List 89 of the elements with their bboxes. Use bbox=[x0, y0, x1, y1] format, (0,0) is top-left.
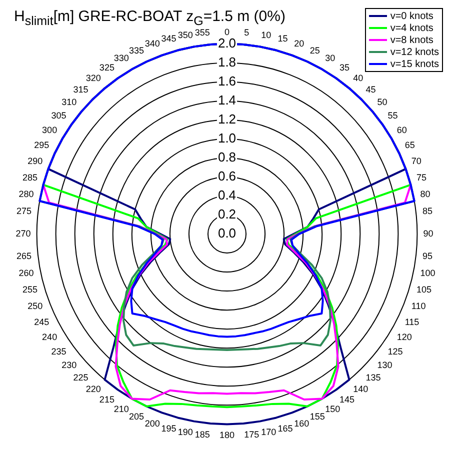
spoke-label: 80 bbox=[420, 189, 430, 200]
spoke-label: 255 bbox=[22, 284, 38, 295]
spoke-label: 330 bbox=[114, 53, 129, 64]
chart-title: H$_{slimit}$[m] GRE-RC-BOAT z$_{G}$=1.5 m (0%) bbox=[14, 8, 286, 28]
spoke-label: 170 bbox=[261, 427, 276, 438]
spoke-label: 30 bbox=[325, 53, 336, 64]
spoke-label: 110 bbox=[411, 300, 426, 311]
spoke-label: 300 bbox=[42, 124, 58, 135]
y-tick-label: 1.6 bbox=[218, 73, 236, 88]
spoke-label: 235 bbox=[51, 346, 66, 356]
spoke-label: 65 bbox=[404, 140, 415, 150]
spoke-label: 265 bbox=[16, 250, 32, 261]
legend-label: v=8 knots bbox=[390, 34, 434, 46]
spoke-label: 120 bbox=[396, 332, 412, 342]
spoke-label: 195 bbox=[161, 423, 176, 434]
y-tick-label: 2.0 bbox=[218, 35, 236, 50]
spoke-label: 290 bbox=[28, 156, 43, 166]
spoke-label: 165 bbox=[278, 423, 293, 434]
spoke-label: 340 bbox=[144, 38, 160, 49]
y-tick-label: 1.4 bbox=[218, 92, 236, 108]
spoke-label: 305 bbox=[51, 110, 66, 121]
spoke-label: 55 bbox=[388, 110, 398, 121]
spoke-label: 45 bbox=[366, 84, 376, 94]
spoke-label: 350 bbox=[178, 30, 193, 40]
spoke-label: 100 bbox=[420, 268, 436, 278]
spoke-label: 135 bbox=[366, 372, 381, 383]
spoke-label: 275 bbox=[16, 206, 32, 216]
legend-label: v=4 knots bbox=[390, 22, 434, 34]
spoke-label: 250 bbox=[28, 300, 43, 311]
spoke-label: 60 bbox=[396, 124, 407, 135]
spoke-label: 200 bbox=[144, 418, 160, 428]
spoke-label: 230 bbox=[62, 360, 77, 370]
spoke-label: 295 bbox=[34, 140, 50, 150]
spoke-label: 140 bbox=[353, 384, 368, 394]
spoke-label: 325 bbox=[99, 62, 114, 72]
spoke-label: 310 bbox=[62, 96, 77, 107]
spoke-label: 95 bbox=[422, 250, 432, 261]
spoke-label: 40 bbox=[353, 72, 364, 83]
spoke-label: 0 bbox=[224, 26, 230, 37]
legend-label: v=12 knots bbox=[390, 46, 439, 58]
spoke-label: 125 bbox=[388, 346, 403, 356]
spoke-label: 175 bbox=[244, 429, 260, 440]
y-tick-label: 0.4 bbox=[218, 188, 236, 203]
spoke-label: 20 bbox=[294, 38, 304, 49]
spoke-label: 315 bbox=[73, 84, 88, 94]
spoke-label: 320 bbox=[86, 72, 101, 83]
spoke-label: 50 bbox=[377, 96, 388, 107]
spoke-label: 190 bbox=[178, 427, 193, 438]
spoke-label: 160 bbox=[294, 418, 310, 428]
spoke-label: 25 bbox=[310, 45, 320, 56]
spoke-label: 75 bbox=[416, 172, 427, 182]
spoke-label: 90 bbox=[423, 228, 434, 238]
spoke-label: 35 bbox=[340, 62, 350, 72]
spoke-label: 270 bbox=[16, 228, 31, 238]
y-tick-label: 0.0 bbox=[218, 226, 236, 241]
spoke-label: 335 bbox=[129, 45, 144, 56]
y-tick-label: 1.0 bbox=[218, 130, 236, 146]
spoke-label: 145 bbox=[340, 394, 355, 405]
spoke-label: 280 bbox=[18, 189, 34, 200]
spoke-label: 285 bbox=[22, 172, 38, 182]
spoke-label: 115 bbox=[404, 316, 420, 327]
spoke-label: 10 bbox=[261, 30, 272, 40]
spoke-label: 85 bbox=[422, 206, 432, 216]
spoke-label: 105 bbox=[416, 284, 432, 295]
y-tick-label: 0.8 bbox=[218, 150, 236, 164]
spoke-label: 225 bbox=[73, 372, 88, 383]
y-tick-label: 1.2 bbox=[218, 111, 236, 126]
spoke-label: 355 bbox=[194, 28, 210, 38]
y-tick-label: 0.2 bbox=[218, 206, 236, 222]
y-tick-label: 1.8 bbox=[218, 54, 236, 70]
spoke-label: 5 bbox=[244, 28, 250, 38]
spoke-label: 15 bbox=[278, 34, 288, 44]
spoke-label: 215 bbox=[99, 394, 114, 405]
spoke-label: 205 bbox=[129, 412, 144, 422]
spoke-label: 180 bbox=[219, 430, 235, 440]
spoke-label: 150 bbox=[325, 404, 340, 414]
legend-label: v=0 knots bbox=[390, 10, 434, 22]
y-tick-label: 0.6 bbox=[218, 168, 236, 184]
spoke-label: 155 bbox=[310, 412, 325, 422]
legend-label: v=15 knots bbox=[390, 58, 439, 70]
spoke-label: 240 bbox=[42, 332, 58, 342]
spoke-label: 70 bbox=[411, 156, 422, 166]
spoke-label: 210 bbox=[114, 404, 129, 414]
spoke-label: 220 bbox=[86, 384, 101, 394]
spoke-label: 185 bbox=[194, 429, 210, 440]
spoke-label: 130 bbox=[377, 360, 392, 370]
spoke-label: 260 bbox=[18, 268, 34, 278]
spoke-label: 345 bbox=[161, 34, 176, 44]
spoke-label: 245 bbox=[34, 316, 50, 327]
